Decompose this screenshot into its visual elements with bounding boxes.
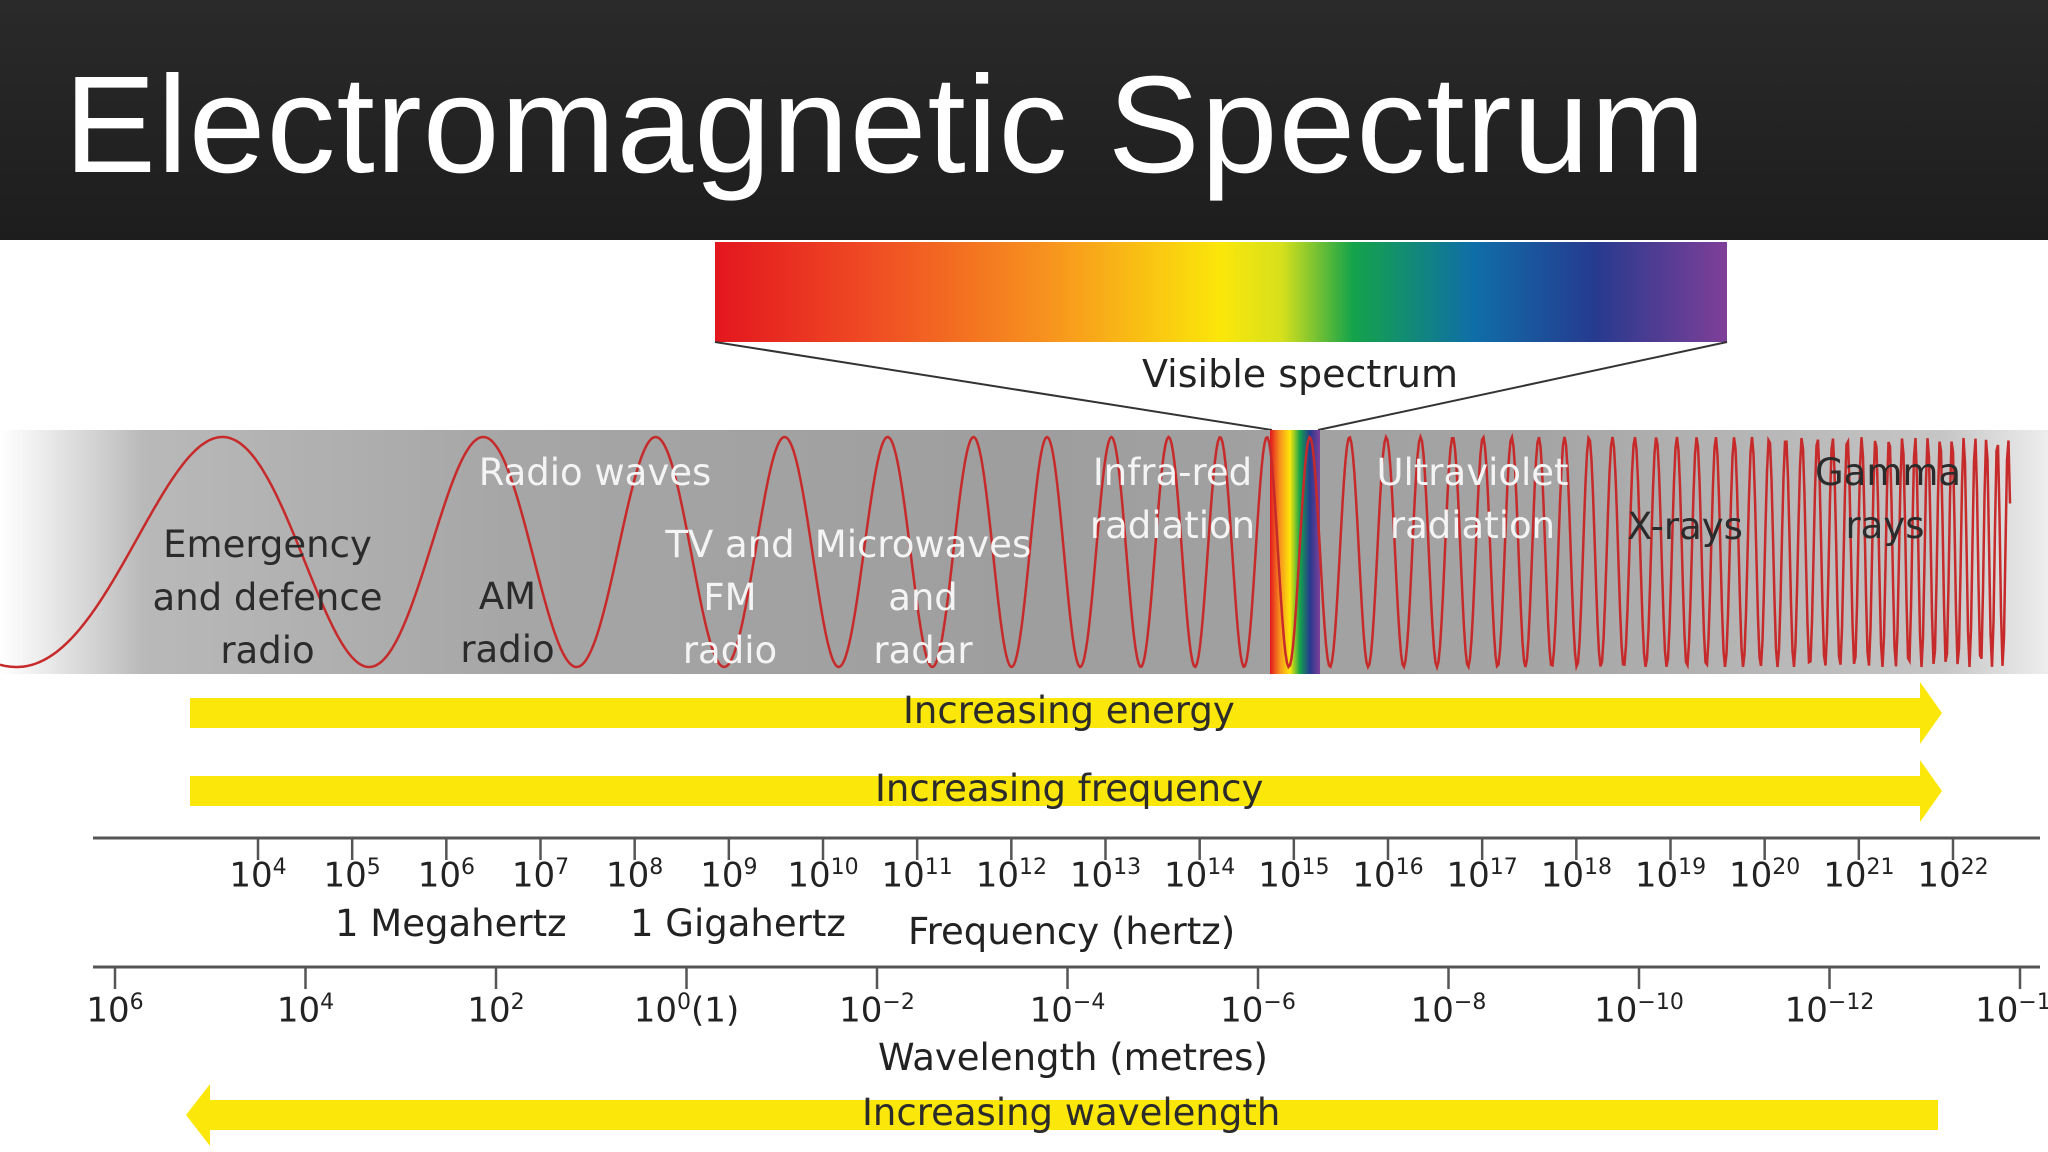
frequency-tick-label: 1018 — [1540, 855, 1612, 896]
band-label-am-radio: AM radio — [460, 575, 555, 671]
visible-spectrum-bar — [715, 242, 1727, 342]
band-label-radio-waves: Radio waves — [478, 451, 712, 494]
energy-arrow — [190, 682, 1942, 744]
frequency-axis-ticks — [256, 838, 1955, 860]
band-label-microwaves: Microwaves and radar — [814, 523, 1032, 672]
frequency-tick-label: 1015 — [1258, 855, 1330, 896]
band-label-gamma: Gamma rays — [1815, 451, 1962, 547]
visible-funnel-left — [714, 341, 1273, 431]
frequency-tick-label: 106 — [417, 855, 475, 896]
wave-line — [0, 432, 2012, 672]
frequency-tick-label: 105 — [323, 855, 381, 896]
megahertz-annotation: 1 Megahertz — [335, 902, 567, 945]
wavelength-tick-label: 106 — [86, 990, 144, 1031]
wavelength-tick-label: 10−10 — [1594, 990, 1684, 1031]
wavelength-tick-label: 10−12 — [1784, 990, 1875, 1031]
frequency-tick-label: 1010 — [787, 855, 859, 896]
gigahertz-annotation: 1 Gigahertz — [630, 902, 846, 945]
frequency-tick-label: 109 — [700, 855, 758, 896]
frequency-tick-label: 1012 — [975, 855, 1047, 896]
wavelength-tick-label: 10−6 — [1220, 990, 1296, 1031]
frequency-tick-label: 1019 — [1634, 855, 1707, 896]
spectrum-band — [0, 430, 2048, 674]
wavelength-tick-label: 10−8 — [1410, 990, 1487, 1031]
wavelength-tick-label: 10−2 — [839, 990, 915, 1031]
wavelength-tick-label: 102 — [467, 990, 525, 1031]
frequency-axis-label: Frequency (hertz) — [908, 910, 1236, 953]
wavelength-tick-label: 100(1) — [633, 990, 740, 1031]
wavelength-tick-label: 10−14 — [1975, 990, 2048, 1031]
wavelength-arrow-label: Increasing wavelength — [862, 1091, 1281, 1134]
frequency-tick-label: 104 — [229, 855, 287, 896]
wavelength-tick-label: 104 — [276, 990, 335, 1031]
frequency-tick-label: 1022 — [1917, 855, 1989, 896]
frequency-tick-label: 108 — [606, 855, 664, 896]
wavelength-arrow — [186, 1084, 1938, 1146]
band-label-ultraviolet: Ultraviolet radiation — [1376, 451, 1569, 547]
frequency-arrow — [190, 760, 1942, 822]
wavelength-axis-label: Wavelength (metres) — [878, 1036, 1268, 1079]
frequency-tick-label: 1016 — [1352, 855, 1424, 896]
energy-arrow-label: Increasing energy — [903, 689, 1235, 732]
band-label-tv-fm: TV and FM radio — [665, 523, 795, 672]
frequency-tick-label: 1014 — [1164, 855, 1236, 896]
wavelength-tick-label: 10−4 — [1029, 990, 1106, 1031]
wavelength-axis-ticks — [113, 967, 2022, 989]
frequency-tick-label: 1011 — [881, 855, 953, 896]
band-label-emergency: Emergency and defence radio — [152, 523, 383, 672]
visible-funnel-right — [1317, 341, 1728, 431]
frequency-tick-label: 1013 — [1069, 855, 1142, 896]
band-label-infrared: Infra-red radiation — [1089, 451, 1256, 547]
title-bar: Electromagnetic Spectrum — [0, 0, 2048, 240]
visible-spectrum-label: Visible spectrum — [1142, 352, 1459, 396]
page-title: Electromagnetic Spectrum — [64, 48, 1707, 202]
frequency-tick-label: 1020 — [1729, 855, 1801, 896]
frequency-tick-label: 1017 — [1446, 855, 1518, 896]
frequency-tick-label: 1021 — [1823, 855, 1895, 896]
frequency-arrow-label: Increasing frequency — [875, 767, 1264, 810]
frequency-tick-label: 107 — [511, 855, 570, 896]
band-label-xrays: X-rays — [1627, 505, 1743, 548]
